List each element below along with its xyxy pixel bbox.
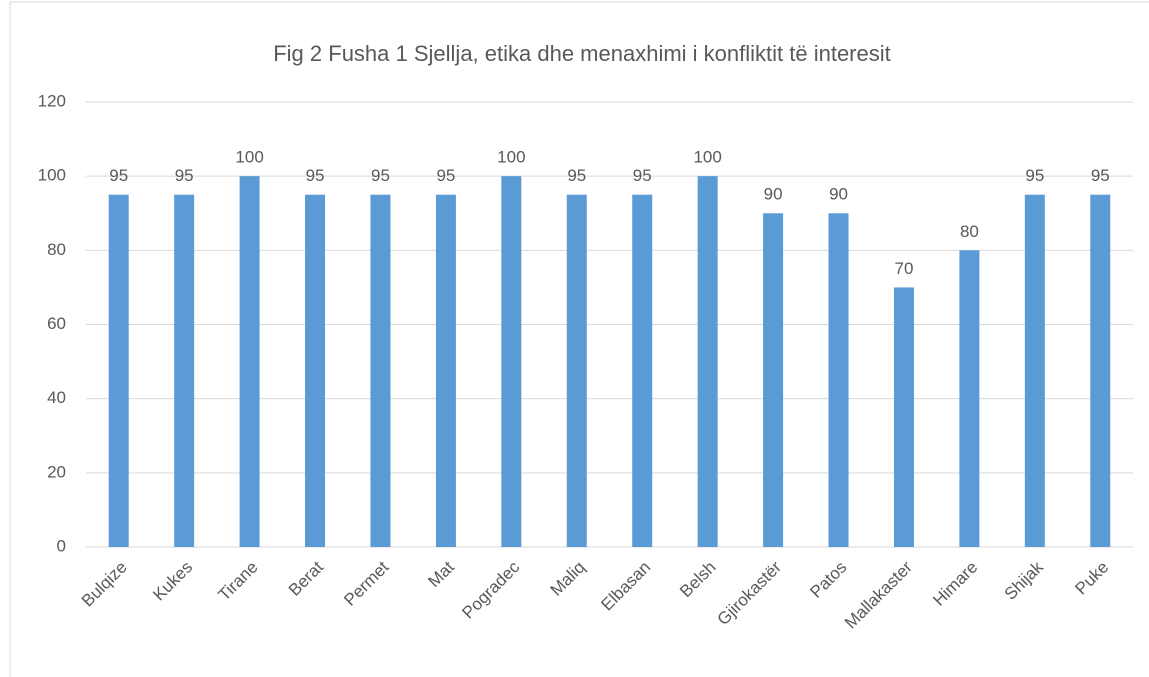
x-tick-label: Bulqize — [78, 558, 131, 611]
x-tick-label: Permet — [340, 557, 392, 609]
data-label: 95 — [306, 166, 325, 185]
x-tick-label: Kukes — [149, 558, 196, 605]
x-tick-label: Pogradec — [458, 557, 523, 622]
data-label: 95 — [371, 166, 390, 185]
x-tick-label: Himare — [929, 558, 981, 610]
bar — [1024, 194, 1045, 548]
y-tick-label: 0 — [57, 536, 66, 555]
bar — [1090, 194, 1111, 548]
y-tick-label: 40 — [47, 388, 66, 407]
bar — [370, 194, 391, 548]
data-label: 80 — [960, 222, 979, 241]
y-tick-label: 80 — [47, 240, 66, 259]
x-tick-label: Shijak — [1001, 557, 1048, 604]
x-tick-label: Elbasan — [597, 558, 654, 615]
data-label: 90 — [764, 185, 783, 204]
chart-title: Fig 2 Fusha 1 Sjellja, etika dhe menaxhi… — [273, 41, 891, 66]
bar — [239, 176, 260, 547]
bar — [108, 194, 129, 548]
bar — [435, 194, 456, 548]
data-label: 95 — [567, 166, 586, 185]
x-tick-label: Mat — [424, 557, 458, 591]
data-label: 100 — [235, 148, 263, 167]
y-tick-label: 20 — [47, 462, 66, 481]
bar — [959, 250, 980, 548]
data-label: 100 — [693, 148, 721, 167]
x-tick-label: Mallakaster — [841, 557, 916, 632]
bar — [501, 176, 522, 547]
bar — [697, 176, 718, 547]
data-label: 95 — [436, 166, 455, 185]
bar — [305, 194, 326, 548]
data-label: 95 — [633, 166, 652, 185]
bar — [566, 194, 587, 548]
x-tick-label: Puke — [1071, 558, 1112, 599]
data-label: 90 — [829, 185, 848, 204]
x-tick-label: Belsh — [676, 558, 720, 602]
data-label: 95 — [1091, 166, 1110, 185]
data-label: 70 — [895, 259, 914, 278]
x-tick-label: Berat — [285, 557, 327, 599]
x-tick-label: Tirane — [215, 558, 262, 605]
y-tick-label: 100 — [38, 166, 66, 185]
x-tick-label: Gjirokastër — [714, 557, 786, 629]
data-label: 95 — [175, 166, 194, 185]
data-label: 95 — [109, 166, 128, 185]
bar — [174, 194, 195, 548]
x-tick-label: Patos — [806, 558, 850, 602]
bar — [893, 287, 914, 547]
data-label: 95 — [1025, 166, 1044, 185]
bar — [828, 213, 849, 547]
bar — [763, 213, 784, 547]
y-tick-label: 60 — [47, 314, 66, 333]
data-label: 100 — [497, 148, 525, 167]
y-tick-label: 120 — [38, 91, 66, 110]
bar — [632, 194, 653, 548]
x-tick-label: Maliq — [547, 558, 589, 600]
